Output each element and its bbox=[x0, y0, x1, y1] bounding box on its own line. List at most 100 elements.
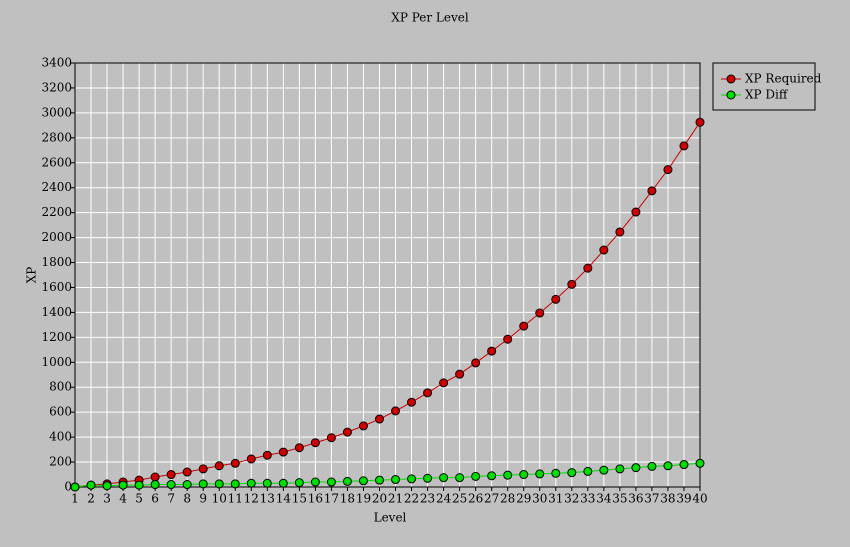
series-line bbox=[74, 121, 701, 488]
x-tick-label: 33 bbox=[580, 492, 595, 506]
x-tick-label: 10 bbox=[212, 492, 227, 506]
y-tick-label: 1600 bbox=[41, 280, 72, 294]
data-point bbox=[262, 450, 272, 460]
data-point bbox=[198, 464, 208, 474]
x-tick-label: 28 bbox=[500, 492, 515, 506]
data-point bbox=[150, 472, 160, 482]
data-point bbox=[230, 479, 240, 489]
data-point bbox=[663, 165, 673, 175]
data-point bbox=[182, 467, 192, 477]
data-point bbox=[615, 227, 625, 237]
y-tick-label: 1400 bbox=[41, 305, 72, 319]
data-point bbox=[214, 461, 224, 471]
x-tick-label: 1 bbox=[71, 492, 79, 506]
data-point bbox=[102, 481, 112, 491]
x-tick-label: 13 bbox=[260, 492, 275, 506]
data-point bbox=[423, 388, 433, 398]
data-point bbox=[150, 480, 160, 490]
x-tick-label: 40 bbox=[692, 492, 707, 506]
data-point bbox=[326, 477, 336, 487]
data-point bbox=[503, 334, 513, 344]
y-tick-label: 200 bbox=[49, 455, 72, 469]
x-tick-label: 18 bbox=[340, 492, 355, 506]
y-tick-label: 400 bbox=[49, 430, 72, 444]
data-point bbox=[583, 466, 593, 476]
x-tick-label: 4 bbox=[119, 492, 127, 506]
x-tick-label: 30 bbox=[532, 492, 547, 506]
y-tick-label: 2200 bbox=[41, 205, 72, 219]
data-point bbox=[310, 438, 320, 448]
x-tick-label: 12 bbox=[244, 492, 259, 506]
data-point bbox=[695, 117, 705, 127]
data-point bbox=[294, 478, 304, 488]
x-tick-label: 36 bbox=[628, 492, 643, 506]
series-line bbox=[74, 462, 701, 488]
data-point bbox=[391, 406, 401, 416]
x-tick-label: 2 bbox=[87, 492, 95, 506]
data-point bbox=[695, 458, 705, 468]
x-tick-label: 37 bbox=[644, 492, 659, 506]
x-tick-label: 8 bbox=[183, 492, 191, 506]
data-point bbox=[615, 464, 625, 474]
x-tick-label: 29 bbox=[516, 492, 531, 506]
x-tick-label: 5 bbox=[135, 492, 143, 506]
data-point bbox=[535, 469, 545, 479]
data-point bbox=[647, 461, 657, 471]
data-point bbox=[583, 263, 593, 273]
data-point bbox=[214, 479, 224, 489]
data-point bbox=[503, 470, 513, 480]
legend-label: XP Required bbox=[745, 72, 822, 86]
data-point bbox=[230, 458, 240, 468]
data-point bbox=[182, 480, 192, 490]
data-point bbox=[326, 433, 336, 443]
legend-box bbox=[712, 62, 816, 111]
data-point bbox=[599, 245, 609, 255]
data-point bbox=[439, 378, 449, 388]
y-tick-label: 2000 bbox=[41, 230, 72, 244]
data-point bbox=[471, 358, 481, 368]
x-tick-label: 34 bbox=[596, 492, 612, 506]
data-point bbox=[407, 397, 417, 407]
data-point bbox=[342, 427, 352, 437]
y-tick-label: 1800 bbox=[41, 255, 72, 269]
x-tick-label: 9 bbox=[199, 492, 207, 506]
x-tick-label: 25 bbox=[452, 492, 467, 506]
data-point bbox=[551, 294, 561, 304]
x-tick-label: 3 bbox=[103, 492, 111, 506]
data-point bbox=[663, 461, 673, 471]
data-point bbox=[455, 473, 465, 483]
y-axis-label: XP bbox=[25, 267, 39, 284]
data-point bbox=[134, 480, 144, 490]
data-point bbox=[535, 308, 545, 318]
data-point bbox=[294, 443, 304, 453]
data-point bbox=[471, 471, 481, 481]
data-point bbox=[599, 465, 609, 475]
data-point bbox=[391, 475, 401, 485]
plot-frame bbox=[74, 62, 701, 488]
data-point bbox=[631, 207, 641, 217]
x-tick-label: 23 bbox=[420, 492, 435, 506]
data-point bbox=[567, 468, 577, 478]
data-point bbox=[679, 141, 689, 151]
legend-marker bbox=[726, 90, 736, 100]
data-point bbox=[519, 321, 529, 331]
x-tick-label: 32 bbox=[564, 492, 579, 506]
y-tick-label: 2400 bbox=[41, 180, 72, 194]
y-tick-label: 3400 bbox=[41, 56, 72, 70]
data-point bbox=[70, 482, 80, 492]
x-tick-label: 24 bbox=[436, 492, 452, 506]
x-tick-label: 6 bbox=[151, 492, 159, 506]
data-point bbox=[679, 460, 689, 470]
data-point bbox=[358, 421, 368, 431]
x-tick-label: 15 bbox=[292, 492, 307, 506]
x-tick-label: 27 bbox=[484, 492, 499, 506]
data-point bbox=[310, 477, 320, 487]
y-tick-label: 2800 bbox=[41, 130, 72, 144]
data-point bbox=[246, 478, 256, 488]
x-tick-label: 35 bbox=[612, 492, 627, 506]
y-tick-label: 1000 bbox=[41, 355, 72, 369]
data-point bbox=[358, 476, 368, 486]
data-point bbox=[374, 475, 384, 485]
y-tick-label: 1200 bbox=[41, 330, 72, 344]
data-point bbox=[246, 454, 256, 464]
